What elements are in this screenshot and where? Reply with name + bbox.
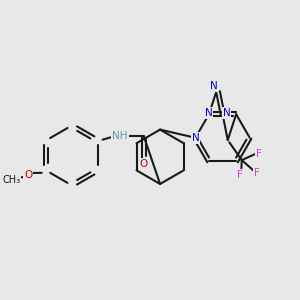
Text: F: F: [256, 149, 262, 159]
Text: F: F: [237, 170, 242, 180]
Text: NH: NH: [112, 131, 128, 141]
Text: O: O: [140, 159, 148, 169]
Text: O: O: [24, 170, 32, 180]
Text: N: N: [210, 81, 218, 91]
Text: N: N: [205, 108, 212, 118]
Text: N: N: [191, 133, 199, 143]
Text: F: F: [254, 168, 260, 178]
Text: N: N: [223, 108, 230, 118]
Text: CH₃: CH₃: [2, 175, 20, 185]
